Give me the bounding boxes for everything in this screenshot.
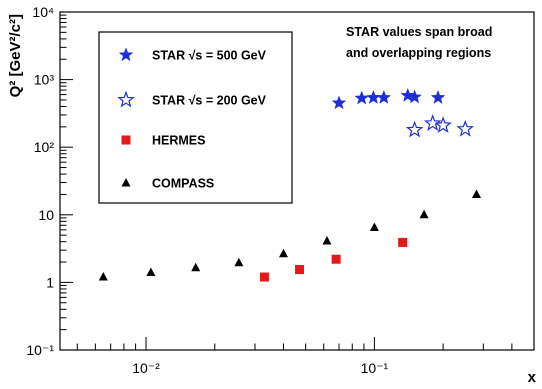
y-tick-label: 10⁴: [32, 4, 54, 20]
data-point-hermes: [259, 272, 269, 282]
data-point-compass: [471, 189, 481, 198]
legend-marker-hermes: [121, 135, 131, 145]
data-point-star-s-200-gev: [405, 120, 424, 138]
data-point-star-s-500-gev: [366, 89, 381, 104]
data-point-compass: [419, 209, 429, 219]
legend-label-compass: COMPASS: [152, 177, 214, 191]
data-point-compass: [98, 272, 108, 281]
y-tick-label: 1: [46, 274, 54, 290]
legend-label-star-s-200-gev: STAR √s = 200 GeV: [152, 94, 267, 108]
y-tick-label: 10²: [34, 139, 55, 155]
legend-label-hermes: HERMES: [152, 134, 205, 148]
data-point-star-s-200-gev: [434, 116, 452, 133]
data-point-star-s-500-gev: [430, 89, 446, 104]
legend-marker-star-s-500-gev: [118, 47, 134, 62]
data-point-compass: [146, 267, 156, 277]
x-axis-title: x: [528, 369, 537, 386]
data-point-hermes: [331, 254, 341, 264]
y-tick-label: 10⁻¹: [26, 342, 54, 358]
data-point-compass: [322, 235, 332, 245]
data-point-compass: [191, 262, 201, 272]
data-point-hermes: [295, 265, 305, 275]
y-tick-label: 10: [38, 207, 54, 223]
legend-label-star-s-500-gev: STAR √s = 500 GeV: [152, 49, 267, 63]
data-point-star-s-500-gev: [354, 90, 370, 105]
legend-marker-star-s-200-gev: [117, 90, 135, 108]
legend-marker-compass: [121, 178, 131, 187]
data-point-star-s-200-gev: [423, 114, 442, 131]
data-point-compass: [369, 222, 379, 231]
data-point-star-s-500-gev: [331, 95, 347, 110]
data-point-star-s-200-gev: [456, 119, 475, 137]
annotation-text: and overlapping regions: [346, 46, 491, 60]
plot-frame: [59, 11, 535, 351]
data-point-hermes: [398, 237, 408, 247]
annotation-text: STAR values span broad: [346, 25, 492, 39]
data-point-star-s-500-gev: [407, 89, 422, 104]
data-point-compass: [279, 248, 289, 258]
x-tick-label: 10⁻²: [132, 360, 160, 376]
data-point-star-s-500-gev: [376, 89, 392, 104]
x-tick-label: 10⁻¹: [361, 360, 389, 376]
legend-box: [98, 31, 293, 204]
y-tick-label: 10³: [34, 72, 55, 88]
data-point-compass: [234, 257, 244, 267]
y-axis-title: Q² [GeV²/c²]: [7, 14, 24, 97]
